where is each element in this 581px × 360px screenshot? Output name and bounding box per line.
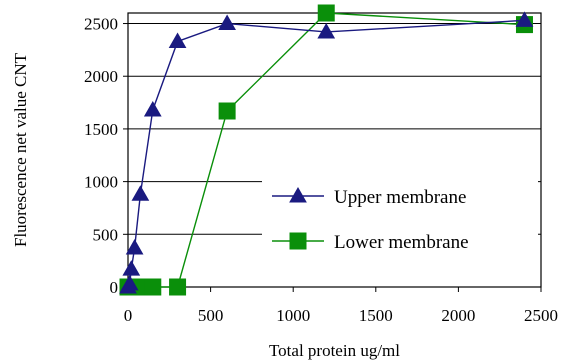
y-axis-ticks: 0 500 1000 1500 2000 2500 <box>84 15 128 297</box>
series-0-point-7 <box>218 14 236 31</box>
legend-background <box>262 173 538 267</box>
series-0 <box>119 11 534 294</box>
legend-marker-0 <box>289 186 307 203</box>
legend-label-1: Lower membrane <box>334 232 469 253</box>
y-tick-label-2000: 2000 <box>84 67 118 86</box>
y-axis-label: Fluorescence net value CNT <box>11 52 30 247</box>
x-tick-label-0: 0 <box>124 306 133 325</box>
legend: Upper membrane Lower membrane <box>262 173 538 267</box>
series-0-point-2 <box>122 260 141 276</box>
y-tick-label-2500: 2500 <box>84 15 118 34</box>
series-0-point-3 <box>125 238 144 255</box>
series-1-point-5 <box>144 278 162 296</box>
x-axis-label: Total protein ug/ml <box>269 341 400 360</box>
x-axis-ticks: 0 500 1000 1500 2000 2500 <box>124 287 558 325</box>
series-0-point-1 <box>120 274 139 291</box>
x-tick-label-2000: 2000 <box>441 306 475 325</box>
series-1-point-8 <box>317 4 335 22</box>
series-layer <box>119 4 534 296</box>
legend-label-0: Upper membrane <box>334 187 466 208</box>
x-tick-label-1500: 1500 <box>359 306 393 325</box>
y-tick-label-1000: 1000 <box>84 173 118 192</box>
x-tick-label-500: 500 <box>198 306 224 325</box>
legend-marker-1 <box>289 232 307 250</box>
series-0-point-5 <box>143 100 162 117</box>
series-0-point-8 <box>317 22 336 39</box>
y-tick-label-1500: 1500 <box>84 120 118 139</box>
series-0-point-4 <box>131 185 150 201</box>
series-1-point-6 <box>169 278 187 296</box>
x-tick-label-1000: 1000 <box>276 306 310 325</box>
x-tick-label-2500: 2500 <box>524 306 558 325</box>
series-0-point-9 <box>515 11 534 27</box>
series-0-point-6 <box>168 32 187 48</box>
y-tick-label-500: 500 <box>93 225 119 244</box>
y-tick-label-0: 0 <box>110 278 119 297</box>
series-1-point-7 <box>218 102 236 120</box>
